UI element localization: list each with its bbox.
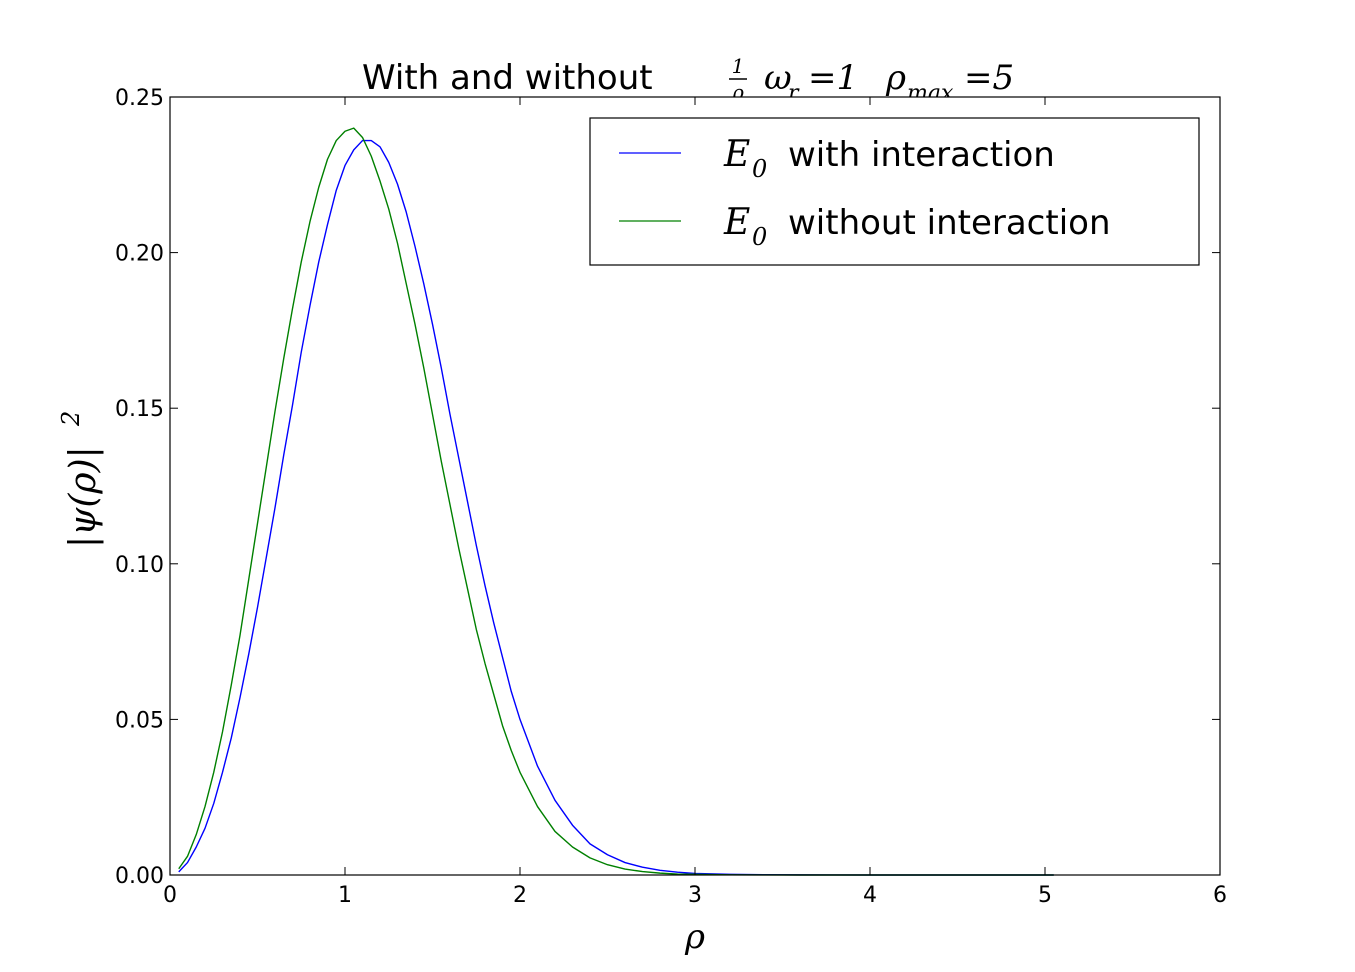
series-line-with-interaction [178,139,1054,876]
y-tick-label: 0.00 [115,864,164,889]
title-prefix: With and without [362,58,653,98]
legend-box [589,117,1200,266]
title-rho: ρ [885,58,906,98]
x-tick-label: 4 [863,883,877,908]
y-tick-label: 0.10 [115,553,164,578]
legend-subscript-with-interaction: 0 [752,155,767,183]
legend: E 0 with interaction E 0 without interac… [589,117,1200,266]
title-omega: ω [764,58,792,98]
y-tick-label: 0.20 [115,242,164,267]
chart-title: With and without 1 ρ ω r =1 ρ max =5 [362,54,1014,106]
title-omega-value: =1 [808,58,858,98]
y-axis-label: |ψ(ρ)| 2 [57,411,104,548]
legend-math-without-interaction: E [723,202,750,243]
legend-label-with-interaction: with interaction [788,135,1055,175]
series-line-without-interaction [178,127,1054,876]
y-tick-label: 0.05 [115,708,164,733]
plot-frame [169,96,1221,876]
x-tick-label: 0 [163,883,177,908]
x-tick-label: 3 [688,883,702,908]
title-rho-value: =5 [964,58,1014,98]
y-axis-label-base: |ψ(ρ)| [63,446,104,548]
y-axis-label-superscript: 2 [57,411,85,427]
ticks-layer: 0 1 2 3 4 5 6 0.00 0.05 0.10 0.15 0.20 0.25 [115,86,1227,908]
x-tick-label: 2 [513,883,527,908]
y-tick-label: 0.15 [115,397,164,422]
y-tick-label: 0.25 [115,86,164,111]
legend-item-with-interaction: E 0 with interaction [619,134,1055,183]
x-tick-label: 1 [338,883,352,908]
legend-math-with-interaction: E [723,134,750,175]
x-tick-label: 6 [1213,883,1227,908]
legend-item-without-interaction: E 0 without interaction [619,202,1111,251]
series-layer [178,127,1054,876]
legend-subscript-without-interaction: 0 [752,223,767,251]
x-axis-label: ρ [684,917,705,957]
title-frac-numerator: 1 [732,54,745,78]
x-tick-label: 5 [1038,883,1052,908]
legend-label-without-interaction: without interaction [788,203,1111,243]
